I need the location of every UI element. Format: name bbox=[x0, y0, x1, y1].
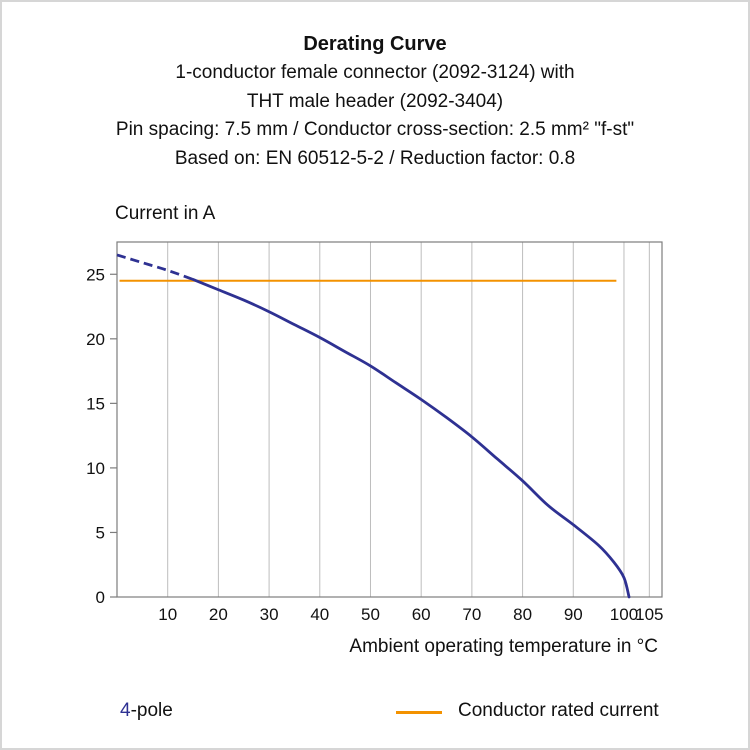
svg-text:90: 90 bbox=[564, 605, 583, 624]
svg-text:20: 20 bbox=[209, 605, 228, 624]
svg-text:50: 50 bbox=[361, 605, 380, 624]
svg-text:105: 105 bbox=[635, 605, 663, 624]
legend-pole-count: 4 bbox=[120, 700, 131, 721]
svg-text:25: 25 bbox=[86, 265, 105, 284]
chart-plot-area: 0 5 10 15 20 25 10 20 30 40 50 60 70 80 90 100 105 bbox=[77, 234, 677, 634]
svg-text:5: 5 bbox=[96, 523, 105, 542]
chart-subtitle-line: Pin spacing: 7.5 mm / Conductor cross-se… bbox=[115, 119, 635, 140]
svg-text:10: 10 bbox=[158, 605, 177, 624]
svg-text:70: 70 bbox=[462, 605, 481, 624]
svg-text:40: 40 bbox=[310, 605, 329, 624]
svg-text:80: 80 bbox=[513, 605, 532, 624]
svg-text:0: 0 bbox=[96, 588, 105, 607]
x-axis-title: Ambient operating temperature in °C bbox=[349, 636, 658, 657]
legend-pole-suffix: -pole bbox=[130, 700, 173, 721]
svg-text:30: 30 bbox=[260, 605, 279, 624]
svg-text:20: 20 bbox=[86, 330, 105, 349]
legend-series-4-pole: 4-pole bbox=[120, 700, 173, 722]
chart-subtitle-line: 1-conductor female connector (2092-3124)… bbox=[175, 62, 575, 83]
svg-text:15: 15 bbox=[86, 394, 105, 413]
svg-text:10: 10 bbox=[86, 459, 105, 478]
chart-header: Derating Curve 1-conductor female connec… bbox=[2, 30, 748, 173]
chart-subtitle-line: Based on: EN 60512-5-2 / Reduction facto… bbox=[174, 147, 576, 169]
chart-subtitle-line: THT male header (2092-3404) bbox=[246, 90, 504, 112]
chart-title: Derating Curve bbox=[303, 33, 447, 55]
svg-text:60: 60 bbox=[412, 605, 431, 624]
legend-rated-current-label: Conductor rated current bbox=[458, 700, 659, 721]
legend-rated-current-line-swatch bbox=[396, 711, 442, 714]
svg-text:100: 100 bbox=[610, 605, 638, 624]
y-axis-title: Current in A bbox=[115, 203, 216, 224]
